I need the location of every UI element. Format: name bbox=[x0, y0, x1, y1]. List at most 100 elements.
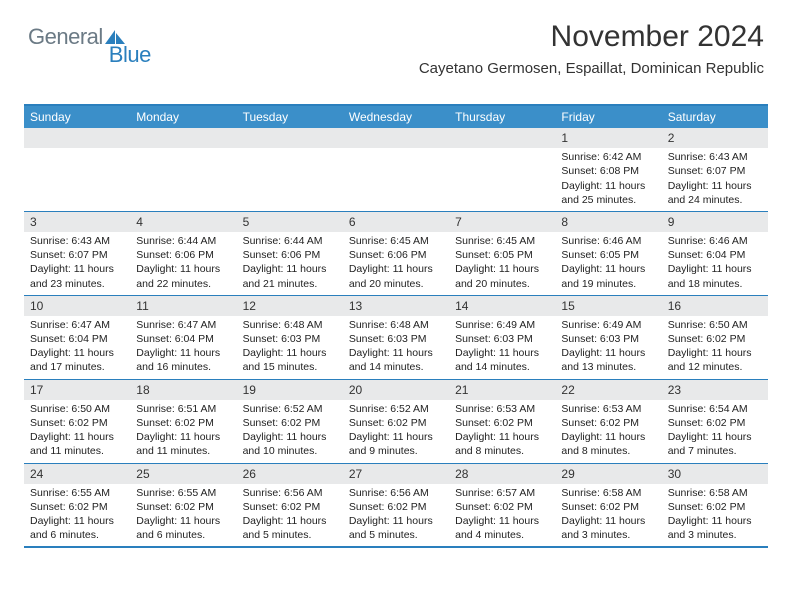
day-body: Sunrise: 6:45 AMSunset: 6:06 PMDaylight:… bbox=[343, 232, 449, 295]
day-cell: 15Sunrise: 6:49 AMSunset: 6:03 PMDayligh… bbox=[555, 296, 661, 379]
week-row: 17Sunrise: 6:50 AMSunset: 6:02 PMDayligh… bbox=[24, 379, 768, 463]
sunset-text: Sunset: 6:07 PM bbox=[668, 164, 762, 178]
daylight-text: Daylight: 11 hours and 14 minutes. bbox=[455, 346, 549, 374]
sunset-text: Sunset: 6:02 PM bbox=[30, 416, 124, 430]
day-cell: 6Sunrise: 6:45 AMSunset: 6:06 PMDaylight… bbox=[343, 212, 449, 295]
sunset-text: Sunset: 6:06 PM bbox=[136, 248, 230, 262]
day-body: Sunrise: 6:56 AMSunset: 6:02 PMDaylight:… bbox=[237, 484, 343, 547]
day-cell: 11Sunrise: 6:47 AMSunset: 6:04 PMDayligh… bbox=[130, 296, 236, 379]
day-number: 13 bbox=[343, 296, 449, 316]
day-cell: 13Sunrise: 6:48 AMSunset: 6:03 PMDayligh… bbox=[343, 296, 449, 379]
sunset-text: Sunset: 6:02 PM bbox=[136, 416, 230, 430]
daylight-text: Daylight: 11 hours and 13 minutes. bbox=[561, 346, 655, 374]
sunset-text: Sunset: 6:03 PM bbox=[243, 332, 337, 346]
day-cell: 5Sunrise: 6:44 AMSunset: 6:06 PMDaylight… bbox=[237, 212, 343, 295]
day-cell: 24Sunrise: 6:55 AMSunset: 6:02 PMDayligh… bbox=[24, 464, 130, 547]
day-cell: 25Sunrise: 6:55 AMSunset: 6:02 PMDayligh… bbox=[130, 464, 236, 547]
sunrise-text: Sunrise: 6:42 AM bbox=[561, 150, 655, 164]
day-of-week-cell: Sunday bbox=[24, 106, 130, 128]
sunrise-text: Sunrise: 6:48 AM bbox=[349, 318, 443, 332]
daylight-text: Daylight: 11 hours and 20 minutes. bbox=[349, 262, 443, 290]
sunrise-text: Sunrise: 6:45 AM bbox=[455, 234, 549, 248]
sunrise-text: Sunrise: 6:58 AM bbox=[668, 486, 762, 500]
sunrise-text: Sunrise: 6:56 AM bbox=[349, 486, 443, 500]
day-body: Sunrise: 6:50 AMSunset: 6:02 PMDaylight:… bbox=[662, 316, 768, 379]
daylight-text: Daylight: 11 hours and 24 minutes. bbox=[668, 179, 762, 207]
sunrise-text: Sunrise: 6:43 AM bbox=[668, 150, 762, 164]
sunrise-text: Sunrise: 6:47 AM bbox=[30, 318, 124, 332]
day-body: Sunrise: 6:50 AMSunset: 6:02 PMDaylight:… bbox=[24, 400, 130, 463]
sunset-text: Sunset: 6:02 PM bbox=[668, 332, 762, 346]
day-cell: 17Sunrise: 6:50 AMSunset: 6:02 PMDayligh… bbox=[24, 380, 130, 463]
day-body: Sunrise: 6:47 AMSunset: 6:04 PMDaylight:… bbox=[24, 316, 130, 379]
daylight-text: Daylight: 11 hours and 22 minutes. bbox=[136, 262, 230, 290]
sunrise-text: Sunrise: 6:54 AM bbox=[668, 402, 762, 416]
day-number: 28 bbox=[449, 464, 555, 484]
sunrise-text: Sunrise: 6:52 AM bbox=[243, 402, 337, 416]
daylight-text: Daylight: 11 hours and 5 minutes. bbox=[243, 514, 337, 542]
sunset-text: Sunset: 6:04 PM bbox=[30, 332, 124, 346]
day-number: 21 bbox=[449, 380, 555, 400]
week-row: 3Sunrise: 6:43 AMSunset: 6:07 PMDaylight… bbox=[24, 211, 768, 295]
day-cell: 27Sunrise: 6:56 AMSunset: 6:02 PMDayligh… bbox=[343, 464, 449, 547]
sunset-text: Sunset: 6:02 PM bbox=[243, 416, 337, 430]
day-body: Sunrise: 6:53 AMSunset: 6:02 PMDaylight:… bbox=[555, 400, 661, 463]
sunset-text: Sunset: 6:02 PM bbox=[349, 416, 443, 430]
week-row: 1Sunrise: 6:42 AMSunset: 6:08 PMDaylight… bbox=[24, 128, 768, 211]
sunset-text: Sunset: 6:03 PM bbox=[455, 332, 549, 346]
day-number bbox=[237, 128, 343, 148]
daylight-text: Daylight: 11 hours and 8 minutes. bbox=[455, 430, 549, 458]
day-cell bbox=[24, 128, 130, 211]
day-number: 8 bbox=[555, 212, 661, 232]
daylight-text: Daylight: 11 hours and 8 minutes. bbox=[561, 430, 655, 458]
day-of-week-cell: Tuesday bbox=[237, 106, 343, 128]
day-cell bbox=[449, 128, 555, 211]
week-row: 24Sunrise: 6:55 AMSunset: 6:02 PMDayligh… bbox=[24, 463, 768, 547]
daylight-text: Daylight: 11 hours and 5 minutes. bbox=[349, 514, 443, 542]
sunrise-text: Sunrise: 6:56 AM bbox=[243, 486, 337, 500]
daylight-text: Daylight: 11 hours and 23 minutes. bbox=[30, 262, 124, 290]
day-number: 20 bbox=[343, 380, 449, 400]
day-number: 15 bbox=[555, 296, 661, 316]
day-cell: 26Sunrise: 6:56 AMSunset: 6:02 PMDayligh… bbox=[237, 464, 343, 547]
day-number: 6 bbox=[343, 212, 449, 232]
day-number: 3 bbox=[24, 212, 130, 232]
day-cell: 19Sunrise: 6:52 AMSunset: 6:02 PMDayligh… bbox=[237, 380, 343, 463]
day-cell: 29Sunrise: 6:58 AMSunset: 6:02 PMDayligh… bbox=[555, 464, 661, 547]
day-cell: 7Sunrise: 6:45 AMSunset: 6:05 PMDaylight… bbox=[449, 212, 555, 295]
day-body: Sunrise: 6:54 AMSunset: 6:02 PMDaylight:… bbox=[662, 400, 768, 463]
sunrise-text: Sunrise: 6:44 AM bbox=[136, 234, 230, 248]
day-number: 5 bbox=[237, 212, 343, 232]
day-number: 11 bbox=[130, 296, 236, 316]
day-number: 25 bbox=[130, 464, 236, 484]
sunset-text: Sunset: 6:08 PM bbox=[561, 164, 655, 178]
sunrise-text: Sunrise: 6:48 AM bbox=[243, 318, 337, 332]
sunrise-text: Sunrise: 6:58 AM bbox=[561, 486, 655, 500]
daylight-text: Daylight: 11 hours and 7 minutes. bbox=[668, 430, 762, 458]
sunrise-text: Sunrise: 6:49 AM bbox=[561, 318, 655, 332]
sunset-text: Sunset: 6:02 PM bbox=[668, 500, 762, 514]
day-body: Sunrise: 6:44 AMSunset: 6:06 PMDaylight:… bbox=[130, 232, 236, 295]
sunset-text: Sunset: 6:04 PM bbox=[668, 248, 762, 262]
sunset-text: Sunset: 6:06 PM bbox=[349, 248, 443, 262]
day-number: 4 bbox=[130, 212, 236, 232]
sunrise-text: Sunrise: 6:46 AM bbox=[561, 234, 655, 248]
day-number: 9 bbox=[662, 212, 768, 232]
day-cell bbox=[130, 128, 236, 211]
day-cell bbox=[343, 128, 449, 211]
day-number: 10 bbox=[24, 296, 130, 316]
sunrise-text: Sunrise: 6:50 AM bbox=[668, 318, 762, 332]
sunset-text: Sunset: 6:07 PM bbox=[30, 248, 124, 262]
day-body: Sunrise: 6:49 AMSunset: 6:03 PMDaylight:… bbox=[555, 316, 661, 379]
day-cell: 1Sunrise: 6:42 AMSunset: 6:08 PMDaylight… bbox=[555, 128, 661, 211]
day-body: Sunrise: 6:58 AMSunset: 6:02 PMDaylight:… bbox=[662, 484, 768, 547]
daylight-text: Daylight: 11 hours and 4 minutes. bbox=[455, 514, 549, 542]
day-cell: 22Sunrise: 6:53 AMSunset: 6:02 PMDayligh… bbox=[555, 380, 661, 463]
day-number: 27 bbox=[343, 464, 449, 484]
day-number bbox=[449, 128, 555, 148]
day-cell: 10Sunrise: 6:47 AMSunset: 6:04 PMDayligh… bbox=[24, 296, 130, 379]
day-body: Sunrise: 6:48 AMSunset: 6:03 PMDaylight:… bbox=[237, 316, 343, 379]
day-cell: 12Sunrise: 6:48 AMSunset: 6:03 PMDayligh… bbox=[237, 296, 343, 379]
daylight-text: Daylight: 11 hours and 6 minutes. bbox=[136, 514, 230, 542]
sunset-text: Sunset: 6:02 PM bbox=[561, 500, 655, 514]
